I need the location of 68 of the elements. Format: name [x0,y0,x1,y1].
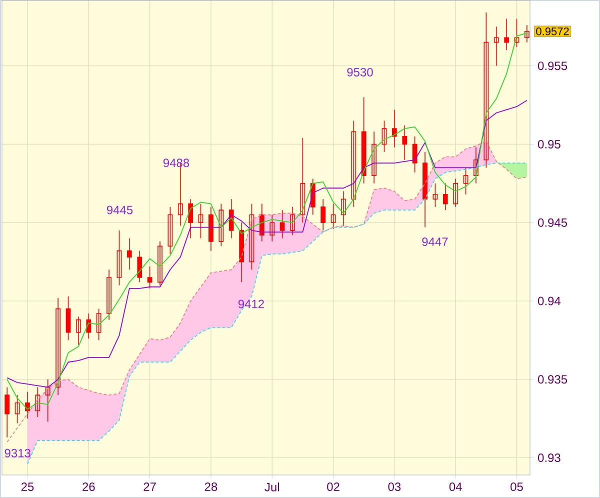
candlestick [218,203,224,247]
candlestick [76,316,81,346]
x-tick-label: Jul [264,482,279,492]
y-tick-label: 0.94 [538,296,561,306]
text: 0.9572 [536,27,569,36]
x-tick-label: 02 [327,482,340,492]
x-tick-label: 03 [388,482,401,492]
candlestick [228,198,234,239]
candlestick [382,120,387,152]
candlestick [484,12,489,168]
candlestick [137,250,142,283]
candlestick [392,109,397,148]
candlestick [412,136,418,173]
candlestick [126,238,132,270]
candlestick [35,386,40,418]
candlestick [45,378,50,422]
line-series [6,32,528,410]
line-series [6,140,528,443]
candlestick [158,241,162,286]
candlestick [147,266,152,289]
x-tick-label: 27 [144,482,156,491]
candlestick [249,203,254,270]
candlestick [96,308,102,341]
annotation: 9488 [163,158,190,168]
candlestick [116,230,122,286]
y-tick-label: 0.945 [538,218,568,227]
candlestick [474,146,478,184]
candlestick [351,120,356,208]
x-tick-label: 05 [510,482,523,492]
annotation: 9412 [238,300,264,308]
annotation: 9530 [347,68,373,76]
y-tick-label: 0.935 [538,375,568,384]
candlestick [463,167,468,195]
candlestick [106,269,112,320]
candlestick [514,18,520,48]
y-tick-label: 0.955 [538,62,568,70]
x-tick-label: 25 [21,482,34,492]
y-tick-label: 0.93 [538,454,560,462]
candlestick [372,131,376,184]
candlestick [432,183,438,208]
y-tick-label: 0.95 [538,140,560,148]
candlestick [504,18,510,51]
candlestick [524,24,530,43]
candlestick [320,198,326,231]
x-tick-label: 26 [82,482,95,492]
candlestick [188,198,194,239]
candlestick [442,183,448,210]
candlestick [259,203,264,242]
candlestick [66,296,71,341]
candlestick [300,138,306,224]
candlestick [341,190,346,226]
candlestick [4,386,10,438]
x-tick-label: 28 [204,482,218,492]
annotation: 9313 [4,448,30,458]
candlestick [290,206,295,236]
candlestick [453,178,458,208]
candlestick [270,214,275,242]
candlestick [330,203,336,230]
candlestick [168,206,173,254]
candlestick [402,125,408,160]
candlestick [14,394,20,424]
annotation: 9445 [106,206,133,214]
candlestick [56,297,60,396]
candlestick [280,210,285,239]
candlestick [494,26,499,66]
x-tick-label: 04 [449,482,462,492]
annotation: 9447 [422,238,448,246]
candlestick [198,203,204,239]
